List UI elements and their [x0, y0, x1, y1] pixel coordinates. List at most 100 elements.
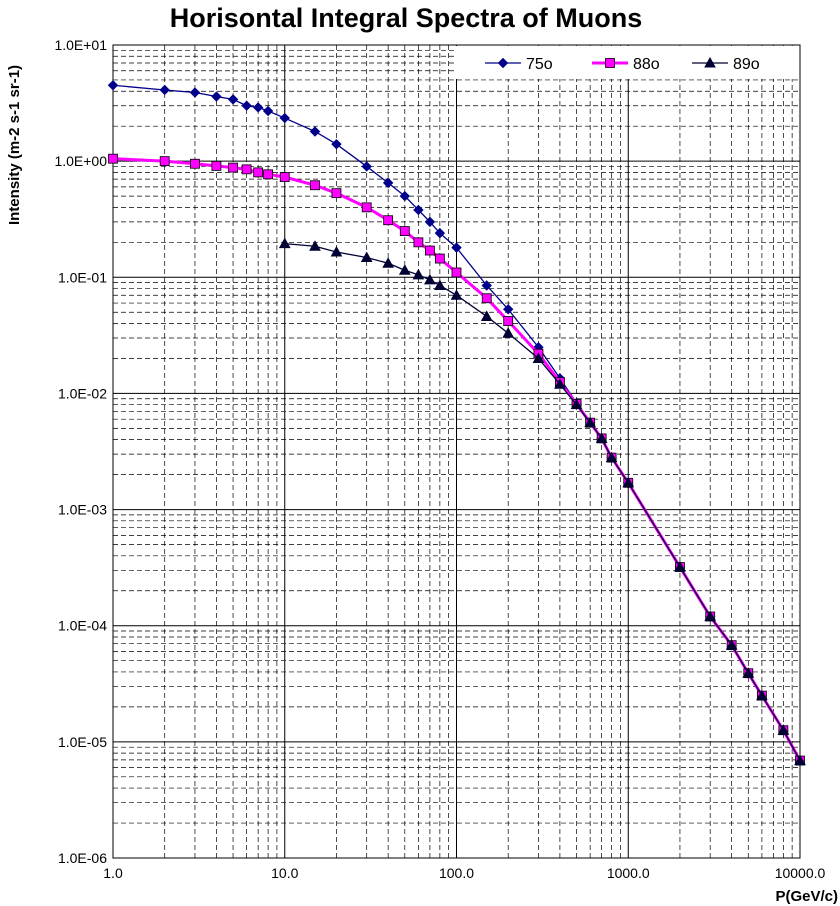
y-tick-label: 1.0E-03 [58, 502, 107, 518]
data-point [211, 91, 222, 102]
data-point [502, 327, 515, 338]
data-point [241, 100, 252, 111]
data-point [262, 105, 274, 117]
data-point [190, 158, 200, 169]
data-point [424, 245, 435, 256]
y-tick-label: 1.0E-01 [58, 269, 107, 285]
data-point [451, 267, 462, 278]
data-point [309, 126, 321, 137]
legend-marker [704, 56, 716, 68]
data-point [228, 162, 238, 173]
data-point [450, 289, 463, 300]
data-point [451, 242, 462, 253]
data-point [253, 167, 264, 178]
data-point [532, 352, 545, 363]
legend-label: 88o [633, 56, 660, 73]
data-point [794, 754, 806, 766]
data-point [502, 304, 514, 315]
data-point [108, 153, 118, 164]
data-point [413, 237, 424, 248]
data-point [361, 202, 372, 213]
x-axis-label: P(GeV/c) [775, 888, 838, 905]
legend-marker [605, 58, 615, 68]
legend-item: 89o [692, 56, 760, 73]
data-point [424, 216, 436, 228]
chart-title: Horisontal Integral Spectra of Muons [170, 3, 643, 33]
data-point [263, 169, 274, 180]
data-point [278, 237, 291, 249]
data-point [742, 667, 755, 678]
data-point [570, 398, 583, 410]
data-point [399, 226, 410, 236]
data-point [399, 190, 411, 202]
data-point [413, 204, 424, 216]
data-point [382, 177, 394, 189]
y-tick-label: 1.0E+00 [54, 153, 107, 169]
data-point [704, 610, 717, 622]
data-point [279, 172, 290, 182]
data-point [360, 251, 373, 263]
series-3 [278, 237, 806, 766]
y-tick-label: 1.0E+01 [54, 37, 107, 53]
data-point [279, 112, 290, 124]
data-point [412, 268, 425, 280]
data-point [584, 416, 596, 428]
data-point [107, 80, 119, 91]
data-point [189, 87, 201, 98]
x-tick-label: 1.0 [103, 865, 123, 881]
y-tick-label: 1.0E-06 [58, 850, 107, 866]
data-point [309, 240, 321, 251]
y-tick-label: 1.0E-04 [58, 618, 107, 634]
data-point [331, 138, 342, 150]
series-layer [107, 80, 806, 766]
data-point [481, 293, 492, 304]
data-point [227, 94, 239, 105]
data-point [424, 273, 436, 285]
legend-marker [497, 57, 509, 69]
legend-item: 88o [592, 56, 660, 73]
tick-labels: 1.0E-06 1.0E-05 1.0E-04 1.0E-03 1.0E-02 1.0E-… [54, 37, 825, 881]
data-point [434, 253, 445, 264]
data-point [434, 279, 446, 290]
data-point [159, 84, 170, 96]
data-point [398, 264, 411, 275]
data-point [595, 432, 608, 443]
data-point [503, 316, 514, 326]
y-tick-label: 1.0E-02 [58, 385, 107, 401]
x-tick-label: 10000.0 [775, 865, 826, 881]
data-point [622, 476, 635, 488]
data-point [159, 156, 170, 167]
data-point [777, 724, 790, 735]
x-tick-label: 10.0 [271, 865, 298, 881]
data-point [330, 245, 343, 257]
y-axis-label: Intensity (m-2 s-1 sr-1) [6, 65, 23, 225]
legend: 75o 88o 89o [454, 46, 799, 79]
x-tick-label: 100.0 [439, 865, 474, 881]
data-point [434, 227, 446, 239]
y-tick-label: 1.0E-05 [58, 734, 107, 750]
data-point [481, 280, 492, 291]
data-point [674, 561, 686, 572]
legend-label: 89o [733, 56, 760, 73]
data-point [382, 257, 395, 268]
data-point [383, 215, 394, 226]
data-point [554, 378, 566, 389]
data-point [310, 180, 320, 191]
plot-area-frame [112, 44, 801, 859]
data-point [361, 161, 372, 172]
data-point [480, 310, 493, 321]
data-point [252, 102, 264, 113]
data-point [331, 188, 342, 199]
legend-item: 75o [485, 56, 553, 73]
data-point [211, 160, 222, 171]
grid-layer [112, 45, 800, 859]
data-point [605, 451, 618, 463]
data-point [725, 639, 738, 650]
data-point [241, 164, 252, 175]
legend-label: 75o [526, 56, 553, 73]
series-line [284, 242, 801, 761]
x-tick-label: 1000.0 [607, 865, 650, 881]
data-point [756, 689, 768, 701]
